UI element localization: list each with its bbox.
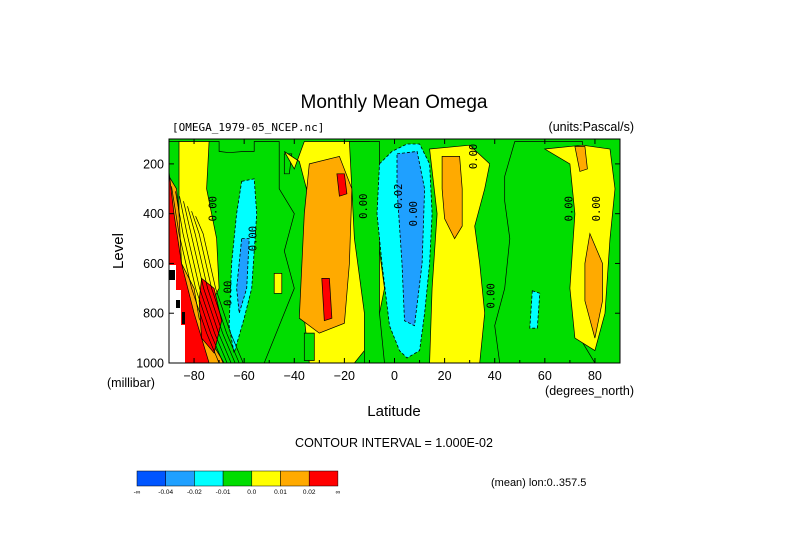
contour-label-7: 0.00 — [486, 283, 498, 308]
x-tick-label--20: −20 — [334, 369, 355, 383]
contour-fills — [169, 141, 616, 363]
contour-region-6 — [236, 238, 250, 314]
x-tick-label-80: 80 — [588, 369, 602, 383]
x-tick-label--80: −80 — [183, 369, 204, 383]
colorbar-swatch-3 — [222, 470, 253, 487]
contour-region-9 — [298, 155, 353, 334]
colorbar-label-7: ∞ — [336, 489, 341, 496]
chart-subtitle-right: (units:Pascal/s) — [549, 120, 634, 134]
y-tick-label-400: 400 — [143, 207, 164, 221]
y-tick-label-1000: 1000 — [136, 357, 164, 371]
colorbar-swatch-2 — [194, 470, 224, 487]
contour-region-4 — [198, 277, 222, 354]
x-axis-label: Latitude — [367, 403, 420, 420]
y-axis-ticks: 200 400 600 800 1000 — [136, 157, 620, 371]
chart-title: Monthly Mean Omega — [301, 92, 488, 113]
colorbar-label-2: -0.02 — [187, 489, 202, 496]
x-tick-label-0: 0 — [391, 369, 398, 383]
contour-region-16 — [441, 156, 463, 240]
x-tick-label-60: 60 — [538, 369, 552, 383]
contour-region-22 — [303, 332, 315, 361]
contour-region-21 — [529, 290, 541, 329]
colorbar-swatch-4 — [251, 470, 281, 487]
colorbar: -∞ -0.04 -0.02 -0.01 0.0 0.01 0.02 ∞ — [134, 470, 341, 496]
contour-region-20 — [584, 232, 603, 339]
colorbar-label-6: 0.02 — [303, 489, 316, 496]
x-tick-label--60: −60 — [234, 369, 255, 383]
x-tick-label-20: 20 — [438, 369, 452, 383]
colorbar-label-3: -0.01 — [216, 489, 231, 496]
y-tick-label-800: 800 — [143, 307, 164, 321]
contour-region-11 — [321, 278, 333, 322]
missing-data-area — [169, 265, 185, 363]
colorbar-swatch-6 — [308, 470, 339, 487]
contour-label-9: 0.00 — [591, 196, 603, 221]
contour-label-6: 0.00 — [468, 144, 480, 169]
contour-label-0: 0.00 — [208, 196, 220, 221]
contour-line-6 — [195, 216, 244, 363]
contour-label-2: 0.00 — [223, 281, 235, 306]
y-tick-label-600: 600 — [143, 257, 164, 271]
contour-interval-text: CONTOUR INTERVAL = 1.000E-02 — [295, 436, 493, 450]
contour-region-14 — [396, 150, 426, 327]
contour-line-3 — [183, 201, 232, 363]
contour-label-3: 0.00 — [358, 194, 370, 219]
chart-subtitle-left: [OMEGA_1979-05_NCEP.nc] — [172, 121, 324, 134]
contour-line-2 — [179, 196, 228, 363]
colorbar-label-0: -∞ — [134, 489, 141, 496]
contour-region-23 — [273, 273, 283, 294]
y-axis-label: Level — [110, 233, 127, 269]
y-axis-unit: (millibar) — [107, 376, 155, 390]
contour-line-1 — [175, 191, 224, 363]
contour-label-5: 0.00 — [408, 201, 420, 226]
colorbar-swatch-5 — [280, 470, 310, 487]
y-tick-label-200: 200 — [143, 157, 164, 171]
contour-line-5 — [191, 211, 240, 363]
x-axis-unit: (degrees_north) — [545, 384, 634, 398]
footer-text: (mean) lon:0..357.5 — [491, 477, 586, 489]
x-axis-ticks: −80 −60 −40 −20 0 20 40 60 80 — [168, 139, 621, 383]
colorbar-swatch-0 — [136, 470, 166, 487]
contour-label-4: 0.02 — [393, 184, 405, 209]
contour-line-0 — [171, 186, 220, 363]
contour-labels: 0.000.000.000.00 0.020.000.000.000.00 0.00 — [208, 144, 603, 309]
contour-region-10 — [336, 173, 348, 197]
colorbar-label-1: -0.04 — [158, 489, 173, 496]
colorbar-label-4: 0.0 — [247, 489, 256, 496]
contour-line-4 — [187, 206, 236, 363]
colorbar-swatch-1 — [165, 470, 195, 487]
contour-region-19 — [574, 146, 588, 172]
contour-label-1: 0.00 — [248, 226, 260, 251]
plot-area: 0.000.000.000.00 0.020.000.000.000.00 0.00 — [169, 139, 620, 363]
x-tick-label--40: −40 — [284, 369, 305, 383]
contour-label-8: 0.00 — [563, 196, 575, 221]
x-tick-label-40: 40 — [488, 369, 502, 383]
colorbar-label-5: 0.01 — [274, 489, 287, 496]
